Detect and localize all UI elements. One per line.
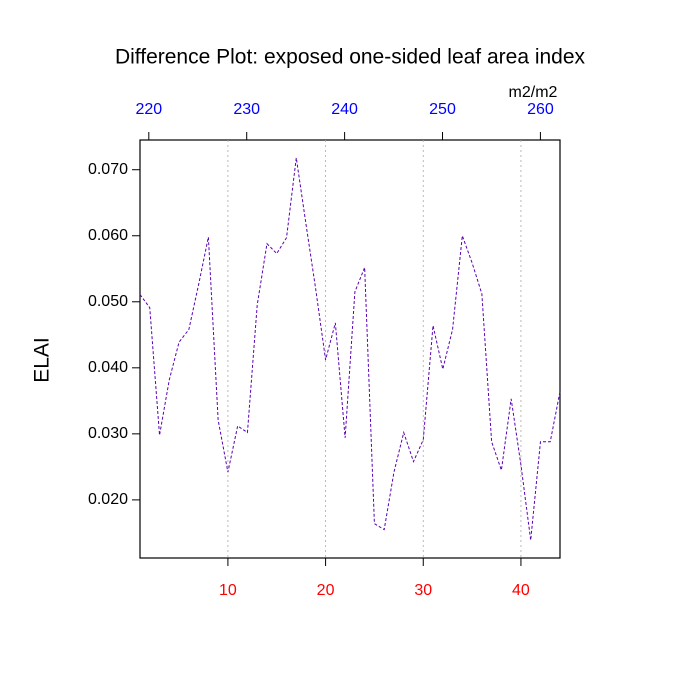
y-tick-label: 0.060 bbox=[88, 227, 128, 244]
x-tick-label: 30 bbox=[414, 582, 432, 599]
y-tick-label: 0.030 bbox=[88, 425, 128, 442]
x-tick-label: 20 bbox=[317, 582, 335, 599]
x2-tick-label: 250 bbox=[429, 101, 456, 118]
y-axis-label: ELAI bbox=[31, 337, 54, 383]
units-label: m2/m2 bbox=[509, 84, 558, 101]
x2-tick-label: 240 bbox=[331, 101, 358, 118]
chart-title: Difference Plot: exposed one-sided leaf … bbox=[115, 46, 586, 69]
x2-tick-label: 260 bbox=[527, 101, 554, 118]
x-tick-label: 10 bbox=[219, 582, 237, 599]
y-tick-label: 0.070 bbox=[88, 161, 128, 178]
y-tick-label: 0.050 bbox=[88, 293, 128, 310]
x-tick-label: 40 bbox=[512, 582, 530, 599]
data-line bbox=[139, 157, 561, 541]
x2-tick-label: 220 bbox=[135, 101, 162, 118]
y-tick-label: 0.040 bbox=[88, 359, 128, 376]
plot-frame bbox=[139, 139, 561, 559]
y-tick-label: 0.020 bbox=[88, 491, 128, 508]
x2-tick-label: 230 bbox=[233, 101, 260, 118]
